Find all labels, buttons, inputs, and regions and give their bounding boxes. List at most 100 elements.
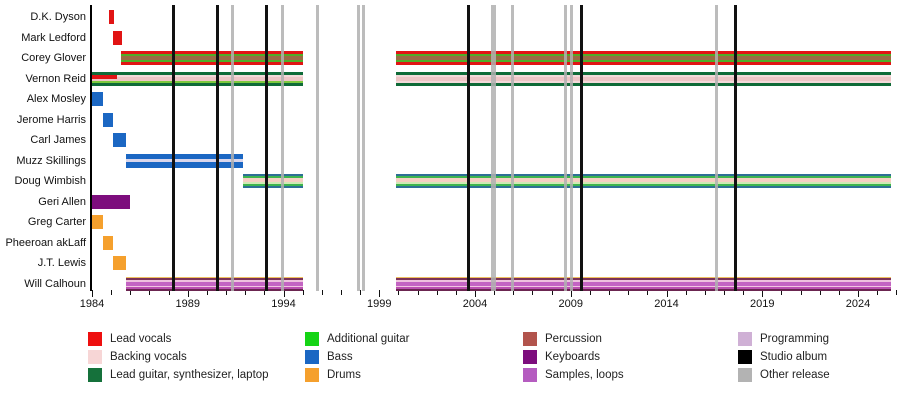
member-label-d-k-dyson: D.K. Dyson <box>30 11 86 23</box>
studio-album-line <box>264 5 268 291</box>
x-axis-tick <box>417 290 419 295</box>
role-stripe <box>109 10 115 24</box>
other-release-line <box>356 5 360 291</box>
member-label-alex-mosley: Alex Mosley <box>26 93 86 105</box>
other-release-line <box>714 5 718 291</box>
x-axis-tick <box>513 290 515 295</box>
x-axis-tick <box>896 290 898 295</box>
role-stripe <box>243 176 303 178</box>
role-stripe <box>395 285 891 287</box>
x-axis-year-label: 2004 <box>462 298 488 310</box>
x-axis-tick <box>819 290 821 295</box>
role-stripe <box>395 184 891 186</box>
x-axis-year-label: 1994 <box>271 298 296 310</box>
legend-item-bass: Bass <box>305 350 520 365</box>
role-stripe <box>120 51 303 54</box>
legend-label: Programming <box>760 333 830 345</box>
x-axis-tick <box>589 290 591 295</box>
role-stripe <box>243 178 303 182</box>
timeline-bar-vernon-reid <box>92 71 303 86</box>
timeline-bar-j-t-lewis <box>113 256 127 270</box>
legend-item-samples-loops: Samples, loops <box>523 368 738 383</box>
x-axis-tick <box>321 290 323 295</box>
legend-label: Percussion <box>545 333 602 345</box>
timeline-bar-vernon-reid <box>395 71 891 86</box>
x-axis-tick <box>666 290 668 297</box>
studio-album-line <box>171 5 175 291</box>
role-stripe <box>92 194 131 209</box>
role-stripe <box>395 280 891 282</box>
legend-color-swatch <box>88 332 102 346</box>
x-axis-year-label: 2009 <box>558 298 583 310</box>
legend-color-swatch <box>305 332 319 346</box>
member-label-geri-allen: Geri Allen <box>38 195 86 208</box>
x-axis-tick <box>647 290 649 295</box>
timeline-bar-d-k-dyson <box>109 10 115 24</box>
timeline-bar-doug-wimbish <box>243 174 303 188</box>
role-stripe <box>243 181 303 184</box>
member-label-jerome-harris: Jerome Harris <box>16 113 86 126</box>
x-axis-tick <box>877 290 879 295</box>
role-stripe <box>395 51 891 54</box>
role-stripe <box>243 174 303 176</box>
x-axis-tick <box>858 290 859 297</box>
x-axis-tick <box>340 290 342 295</box>
studio-album-line <box>579 5 583 291</box>
role-stripe <box>120 60 303 62</box>
role-stripe <box>126 278 303 280</box>
x-axis-tick <box>283 290 285 297</box>
timeline-bar-mark-ledford <box>113 30 122 45</box>
role-stripe <box>395 287 891 289</box>
legend-label: Samples, loops <box>545 369 624 381</box>
role-stripe <box>113 30 122 45</box>
x-axis-tick <box>130 290 132 295</box>
role-stripe <box>395 176 891 178</box>
x-axis-tick <box>226 290 228 295</box>
x-axis-tick <box>168 290 170 295</box>
timeline-bar-geri-allen <box>92 194 131 209</box>
role-stripe <box>102 235 114 250</box>
legend-label: Bass <box>327 351 353 363</box>
legend-item-drums: Drums <box>305 368 520 383</box>
timeline-bar-greg-carter <box>92 215 104 229</box>
legend-item-lead-vocals: Lead vocals <box>88 332 303 347</box>
member-label-mark-ledford: Mark Ledford <box>21 31 86 44</box>
x-axis-tick <box>92 290 93 297</box>
legend-label: Additional guitar <box>327 333 410 345</box>
x-axis-tick <box>455 290 457 295</box>
role-stripe <box>102 112 114 127</box>
member-label-carl-james: Carl James <box>30 134 86 146</box>
role-stripe <box>113 256 127 270</box>
member-label-doug-wimbish: Doug Wimbish <box>14 175 86 187</box>
timeline-bar-doug-wimbish <box>395 174 891 188</box>
legend-item-backing-vocals: Backing vocals <box>88 350 303 365</box>
x-axis-tick <box>149 290 151 295</box>
other-release-line <box>564 5 568 291</box>
x-axis-tick <box>436 290 438 295</box>
role-stripe <box>395 62 891 65</box>
role-stripe <box>395 278 891 280</box>
other-release-line <box>510 5 514 291</box>
role-stripe <box>120 56 303 60</box>
x-axis-year-label: 2014 <box>654 298 679 310</box>
x-axis-year-label: 2019 <box>750 298 775 310</box>
x-axis-tick <box>551 290 553 295</box>
role-stripe <box>243 184 303 186</box>
legend-label: Other release <box>760 369 830 381</box>
legend-label: Backing vocals <box>110 351 187 363</box>
timeline-bar-will-calhoun <box>395 276 891 291</box>
legend-color-swatch <box>523 350 537 364</box>
x-axis-tick <box>609 290 611 295</box>
other-release-line <box>316 5 320 291</box>
legend-item-additional-guitar: Additional guitar <box>305 332 520 347</box>
role-overlay <box>92 74 117 79</box>
legend-item-programming: Programming <box>738 332 900 347</box>
x-axis-year-label: 2024 <box>845 298 871 310</box>
legend-color-swatch <box>738 368 752 382</box>
role-stripe <box>120 62 303 65</box>
role-stripe <box>395 282 891 286</box>
role-stripe <box>92 71 303 75</box>
role-stripe <box>395 178 891 182</box>
